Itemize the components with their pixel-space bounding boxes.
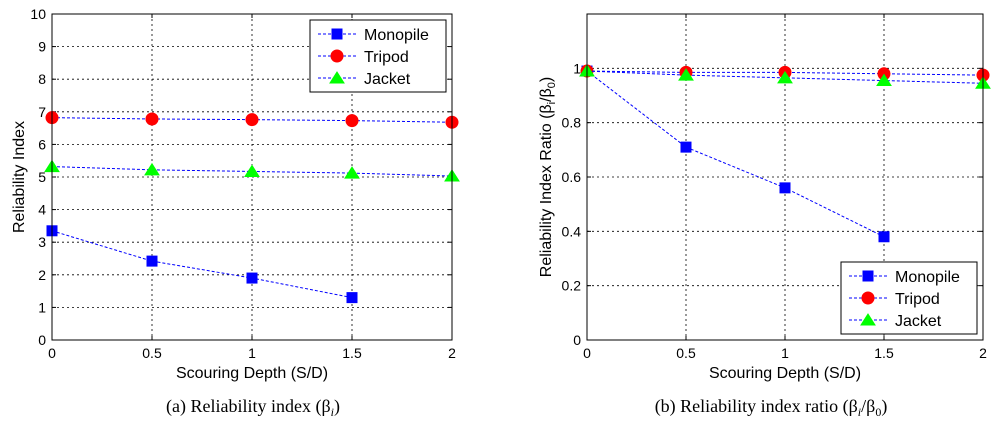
y-tick-label: 3 <box>38 234 46 250</box>
data-point-monopile <box>878 231 890 243</box>
axes-frame <box>586 13 984 341</box>
x-tick-label: 1 <box>248 345 256 361</box>
series-line-monopile <box>586 70 885 238</box>
y-tick-label: 0.8 <box>562 115 582 131</box>
legend-marker-jacket <box>860 313 876 326</box>
y-tick-label: 7 <box>38 104 46 120</box>
legend-label-jacket: Jacket <box>364 71 411 88</box>
data-point-monopile <box>779 182 791 194</box>
y-axis-label: Reliability Index Ratio (βi/β0) <box>538 77 558 277</box>
data-point-monopile <box>346 292 358 304</box>
y-tick-label: 4 <box>38 202 46 218</box>
y-tick-label: 1 <box>573 60 581 76</box>
legend-label-jacket: Jacket <box>895 313 942 330</box>
caption-sub: i <box>331 405 334 419</box>
y-tick-label: 0.4 <box>562 223 582 239</box>
series-line-tripod <box>586 70 984 76</box>
caption-sub: i <box>858 405 861 419</box>
legend-label-monopile: Monopile <box>895 269 960 286</box>
caption-a: (a) Reliability index (βi) <box>166 396 340 419</box>
x-tick-label: 0 <box>48 345 56 361</box>
y-tick-label: 8 <box>38 71 46 87</box>
data-point-monopile <box>680 141 692 153</box>
data-point-jacket <box>144 162 160 176</box>
legend: Monopile Tripod Jacket <box>840 261 978 335</box>
series-line-jacket <box>586 70 984 84</box>
legend-marker-tripod <box>861 291 875 305</box>
y-axis-label-text: Reliability Index <box>11 121 28 233</box>
x-axis-label: Scouring Depth (S/D) <box>176 365 328 382</box>
y-tick-label: 0.2 <box>562 278 582 294</box>
x-tick-label: 0.5 <box>676 345 696 361</box>
y-tick-label: 5 <box>38 169 46 185</box>
caption-text: (a) Reliability index (β <box>166 396 331 417</box>
x-axis-label: Scouring Depth (S/D) <box>709 365 861 382</box>
legend-marker-monopile <box>862 270 874 282</box>
caption-tail: ) <box>881 396 887 417</box>
data-point-tripod <box>245 113 259 127</box>
caption-sub2: 0 <box>875 405 881 419</box>
x-tick-label: 1.5 <box>874 345 894 361</box>
series-line-monopile <box>51 230 353 299</box>
y-axis-label-text: Reliability Index Ratio (β <box>538 104 555 277</box>
y-tick-label: 0.6 <box>562 169 582 185</box>
x-tick-label: 1 <box>781 345 789 361</box>
y-axis-label-sub2: 0 <box>546 82 558 88</box>
y-tick-label: 1 <box>38 299 46 315</box>
legend-marker-jacket <box>329 71 345 84</box>
caption-tail: ) <box>334 396 340 417</box>
y-axis-label-tail: ) <box>538 77 555 82</box>
data-point-monopile <box>146 255 158 267</box>
x-tick-label: 2 <box>979 345 987 361</box>
y-tick-label: 2 <box>38 267 46 283</box>
data-point-jacket <box>876 73 892 87</box>
chart-panel-a: 0 0.5 1 1.5 2 0 1 2 3 4 5 6 7 8 9 10 Scouring Depth (S/D… <box>11 6 460 419</box>
caption-b: (b) Reliability index ratio (βi/β0) <box>655 396 888 419</box>
y-axis-label-mid: /β <box>538 88 555 102</box>
data-point-tripod <box>145 112 159 126</box>
caption-mid: /β <box>861 396 875 416</box>
y-axis-label: Reliability Index <box>11 121 28 233</box>
data-point-jacket <box>344 166 360 179</box>
legend-label-tripod: Tripod <box>895 291 940 308</box>
data-point-jacket <box>678 68 694 81</box>
legend: Monopile Tripod Jacket <box>309 19 447 93</box>
y-tick-label: 10 <box>30 6 46 22</box>
x-tick-label: 0 <box>583 345 591 361</box>
axes-frame <box>51 13 453 341</box>
x-tick-label: 1.5 <box>342 345 362 361</box>
caption-text: (b) Reliability index ratio (β <box>655 396 858 417</box>
y-axis-label-sub: i <box>546 102 558 104</box>
legend-label-monopile: Monopile <box>364 27 429 44</box>
data-point-jacket <box>244 164 260 177</box>
y-tick-label: 9 <box>38 39 46 55</box>
legend-label-tripod: Tripod <box>364 49 409 66</box>
data-point-tripod <box>345 114 359 128</box>
y-tick-label: 0 <box>573 332 581 348</box>
legend-marker-tripod <box>330 49 344 63</box>
legend-marker-monopile <box>331 28 343 40</box>
data-point-monopile <box>246 272 258 284</box>
y-tick-label: 0 <box>38 332 46 348</box>
data-point-jacket <box>777 70 793 84</box>
x-tick-label: 2 <box>448 345 456 361</box>
y-tick-label: 6 <box>38 136 46 152</box>
chart-panel-b: 0 0.5 1 1.5 2 0 0.2 0.4 0.6 0.8 1 Scouring Depth (S… <box>538 13 991 419</box>
x-tick-label: 0.5 <box>142 345 162 361</box>
